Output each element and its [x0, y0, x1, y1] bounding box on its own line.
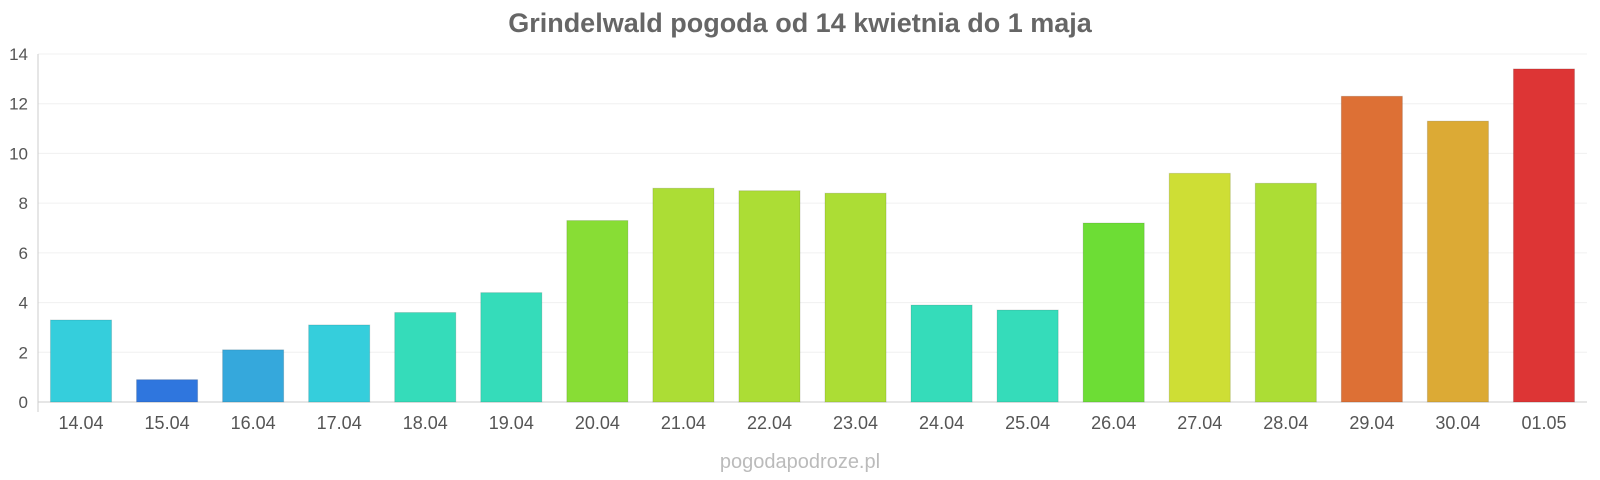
y-tick-label: 4	[19, 294, 28, 313]
bar-16.04[interactable]	[222, 349, 285, 403]
x-tick-label: 17.04	[317, 413, 362, 433]
y-tick-label: 2	[19, 343, 28, 362]
x-tick-label: 16.04	[231, 413, 276, 433]
y-tick-label: 6	[19, 244, 28, 263]
bar-25.04[interactable]	[996, 309, 1059, 403]
x-tick-label: 28.04	[1263, 413, 1308, 433]
source-watermark: pogodapodroze.pl	[720, 451, 880, 473]
bar-14.04[interactable]	[49, 319, 113, 403]
x-tick-label: 20.04	[575, 413, 620, 433]
x-tick-label: 27.04	[1177, 413, 1222, 433]
bar-29.04[interactable]	[1340, 95, 1403, 403]
x-tick-label: 19.04	[489, 413, 534, 433]
y-axis: 0 2 4 6 8 10 12 14	[9, 45, 1587, 412]
bar-26.04[interactable]	[1082, 222, 1145, 403]
y-tick-label: 12	[9, 95, 28, 114]
bar-28.04[interactable]	[1254, 182, 1317, 403]
bar-20.04[interactable]	[566, 220, 629, 403]
y-tick-label: 8	[19, 194, 28, 213]
bar-24.04[interactable]	[910, 304, 973, 403]
bar-30.04[interactable]	[1426, 120, 1489, 403]
x-axis: 14.04 15.04 16.04 17.04 18.04 19.04 20.04 21.04…	[59, 413, 1567, 433]
x-tick-label: 29.04	[1349, 413, 1394, 433]
x-tick-label: 18.04	[403, 413, 448, 433]
x-tick-label: 21.04	[661, 413, 706, 433]
bar-21.04[interactable]	[652, 187, 715, 403]
x-tick-label: 01.05	[1521, 413, 1566, 433]
bar-19.04[interactable]	[480, 292, 543, 403]
bar-15.04[interactable]	[136, 379, 199, 403]
bar-22.04[interactable]	[738, 190, 801, 403]
x-tick-label: 30.04	[1435, 413, 1480, 433]
bar-23.04[interactable]	[824, 192, 887, 403]
x-tick-label: 22.04	[747, 413, 792, 433]
bars	[49, 68, 1576, 403]
y-tick-label: 14	[9, 45, 28, 64]
bar-17.04[interactable]	[308, 324, 371, 403]
x-tick-label: 15.04	[145, 413, 190, 433]
x-tick-label: 26.04	[1091, 413, 1136, 433]
bar-18.04[interactable]	[394, 312, 457, 403]
x-tick-label: 23.04	[833, 413, 878, 433]
x-tick-label: 14.04	[59, 413, 104, 433]
bar-01.05[interactable]	[1512, 68, 1576, 403]
y-tick-label: 10	[9, 144, 28, 163]
bar-27.04[interactable]	[1168, 172, 1231, 403]
x-tick-label: 25.04	[1005, 413, 1050, 433]
y-tick-label: 0	[19, 393, 28, 412]
x-tick-label: 24.04	[919, 413, 964, 433]
chart-title: Grindelwald pogoda od 14 kwietnia do 1 m…	[508, 8, 1093, 38]
grid-lines	[38, 53, 1587, 353]
